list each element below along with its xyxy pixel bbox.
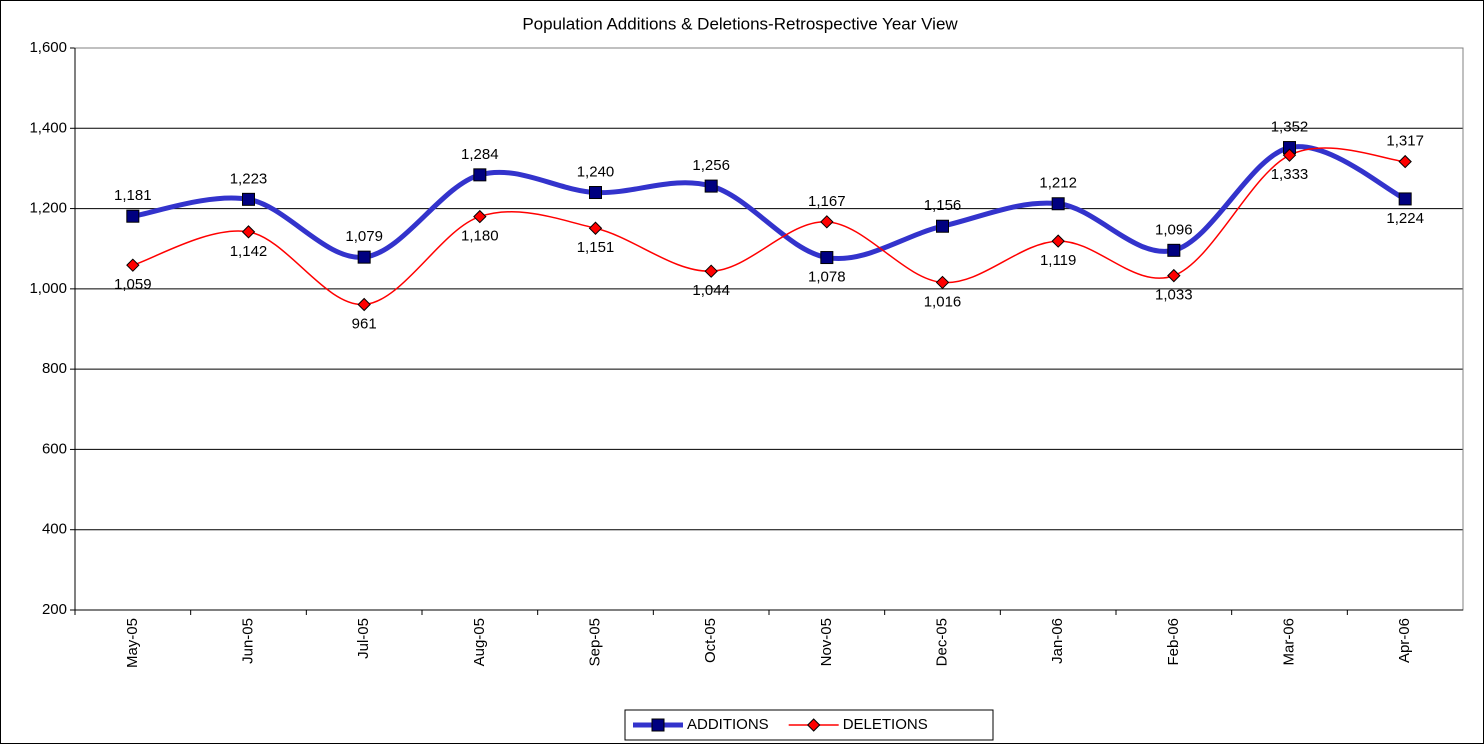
data-label: 1,352 [1271,119,1309,136]
y-tick-label: 800 [42,360,67,377]
legend-label: DELETIONS [843,716,928,733]
data-label: 1,151 [577,239,615,256]
x-tick-label: Jul-05 [355,618,372,659]
x-tick-label: Mar-06 [1280,618,1297,666]
data-label: 1,142 [230,243,268,260]
marker [1167,268,1181,283]
marker [704,179,718,193]
marker [126,258,140,272]
marker [936,219,949,233]
data-label: 1,156 [924,197,962,214]
data-label: 1,240 [577,163,615,180]
data-label: 1,078 [808,269,846,286]
marker [126,209,140,223]
marker [357,250,371,264]
data-label: 1,059 [114,276,152,293]
marker [1051,234,1065,248]
x-tick-label: May-05 [124,618,141,668]
legend-label: ADDITIONS [687,716,769,733]
data-label: 1,119 [1040,252,1076,269]
marker [820,215,834,229]
x-tick-label: Aug-05 [471,618,488,666]
y-tick-label: 1,400 [29,119,67,136]
data-label: 1,167 [808,193,846,210]
legend: ADDITIONS DELETIONS [624,709,994,741]
marker [935,275,950,290]
data-label: 1,181 [114,187,152,204]
x-tick-label: Oct-05 [702,618,719,663]
marker [1398,154,1412,169]
data-label: 1,317 [1386,133,1424,150]
y-tick-label: 1,600 [29,39,67,56]
legend-marker [806,718,821,732]
series-line [132,147,1406,306]
y-tick-label: 200 [42,601,67,618]
marker [1282,148,1297,162]
y-tick-label: 1,200 [29,200,67,217]
marker [1051,197,1065,211]
marker [589,186,602,200]
data-label: 1,079 [345,228,383,245]
y-tick-label: 600 [42,440,67,457]
legend-marker [651,718,665,732]
x-tick-label: Apr-06 [1396,618,1413,663]
marker [588,221,603,235]
chart-title: Population Additions & Deletions-Retrosp… [522,14,958,33]
data-label: 1,284 [461,146,499,163]
marker [357,297,371,312]
x-tick-label: Jan-06 [1049,618,1066,664]
x-tick-label: Nov-05 [818,618,835,666]
data-label: 1,044 [692,282,730,299]
marker [1398,192,1412,206]
data-label: 1,223 [230,170,268,187]
marker [473,168,487,182]
marker [241,225,256,239]
y-tick-label: 400 [42,521,67,538]
data-label: 1,033 [1155,287,1193,304]
marker [242,192,255,206]
marker [1167,243,1181,257]
x-tick-label: Jun-05 [239,618,256,664]
data-label: 1,180 [461,228,499,245]
x-tick-label: Dec-05 [933,618,950,666]
marker [820,251,834,265]
data-label: 961 [352,315,377,332]
data-label: 1,224 [1386,210,1424,227]
data-label: 1,333 [1271,166,1309,183]
data-label: 1,212 [1039,175,1077,192]
x-tick-label: Feb-06 [1165,618,1182,666]
data-label: 1,016 [924,293,962,310]
x-tick-label: Sep-05 [586,618,603,666]
series-line [132,144,1407,262]
data-label: 1,096 [1155,221,1193,238]
data-label: 1,256 [692,157,730,174]
marker [473,209,487,224]
marker [704,264,718,278]
y-tick-label: 1,000 [29,280,67,297]
